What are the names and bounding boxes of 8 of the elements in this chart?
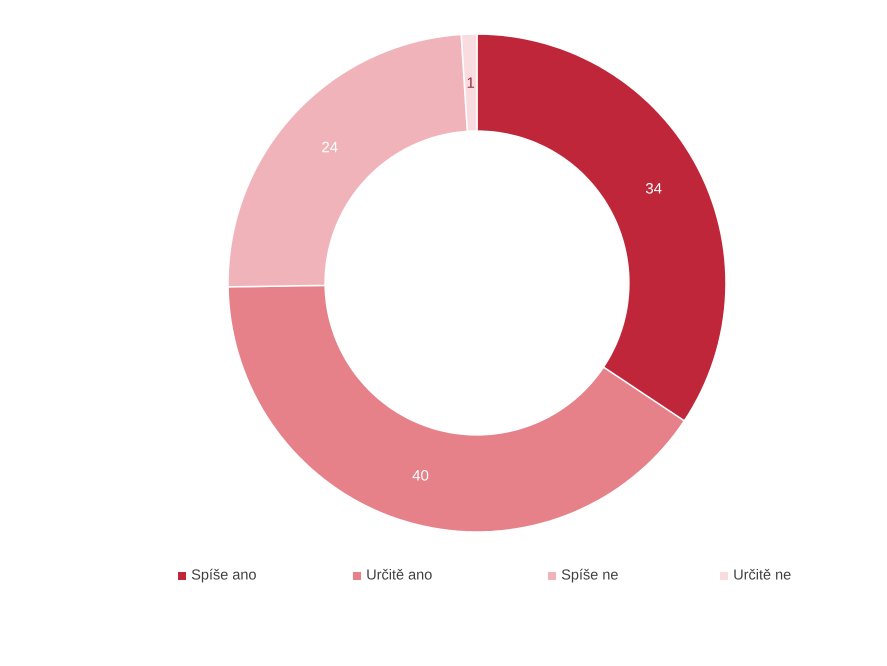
data-label: 24 [322, 142, 338, 152]
legend-label: Spíše ano [192, 568, 256, 582]
legend-label: Spíše ne [562, 568, 618, 582]
legend-label: Určitě ano [367, 568, 432, 580]
data-label: 40 [412, 470, 428, 481]
legend-label: Určitě ne [734, 568, 791, 580]
data-label: 34 [646, 183, 662, 194]
data-label: 1 [468, 77, 474, 88]
